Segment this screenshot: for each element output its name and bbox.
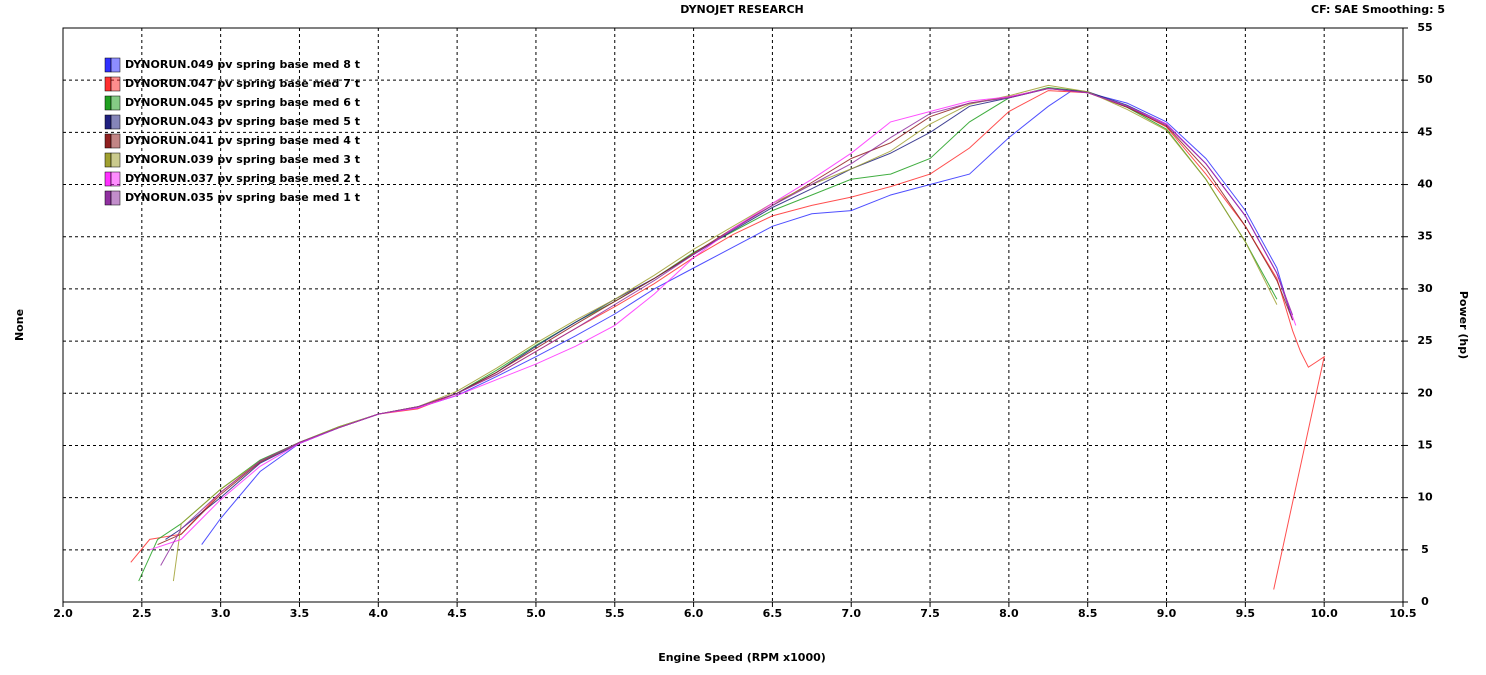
y2-tick-label: 10 bbox=[1417, 491, 1433, 504]
x-tick-label: 6.5 bbox=[763, 607, 783, 620]
x-tick-label: 4.0 bbox=[369, 607, 389, 620]
y2-tick-label: 5 bbox=[1421, 543, 1429, 556]
chart-title: DYNOJET RESEARCH bbox=[680, 3, 803, 16]
chart-subtitle: CF: SAE Smoothing: 5 bbox=[1311, 3, 1445, 16]
legend-swatch bbox=[110, 133, 121, 149]
plot-frame bbox=[62, 27, 1404, 603]
legend-label: DYNORUN.043 pv spring base med 5 t bbox=[125, 115, 360, 128]
legend-swatch bbox=[104, 133, 112, 149]
legend-label: DYNORUN.039 pv spring base med 3 t bbox=[125, 153, 360, 166]
legend-swatch bbox=[104, 190, 112, 206]
legend-swatch bbox=[110, 95, 121, 111]
x-tick-label: 3.0 bbox=[211, 607, 231, 620]
legend-label: DYNORUN.047 pv spring base med 7 t bbox=[125, 77, 360, 90]
legend-swatch bbox=[104, 114, 112, 130]
legend-swatch bbox=[110, 171, 121, 187]
y2-tick-label: 45 bbox=[1417, 125, 1432, 138]
x-tick-label: 3.5 bbox=[290, 607, 310, 620]
legend-swatch bbox=[110, 152, 121, 168]
x-tick-label: 10.0 bbox=[1311, 607, 1338, 620]
x-tick-label: 6.0 bbox=[684, 607, 704, 620]
legend-label: DYNORUN.037 pv spring base med 2 t bbox=[125, 172, 360, 185]
legend-swatch bbox=[104, 95, 112, 111]
y2-tick-label: 40 bbox=[1417, 178, 1433, 191]
y2-tick-label: 30 bbox=[1417, 282, 1433, 295]
legend-label: DYNORUN.049 pv spring base med 8 t bbox=[125, 58, 360, 71]
legend-label: DYNORUN.035 pv spring base med 1 t bbox=[125, 191, 360, 204]
legend-swatch bbox=[110, 190, 121, 206]
y-axis-label: None bbox=[13, 309, 26, 341]
x-tick-label: 9.5 bbox=[1236, 607, 1256, 620]
legend-label: DYNORUN.041 pv spring base med 4 t bbox=[125, 134, 360, 147]
x-tick-label: 7.5 bbox=[920, 607, 940, 620]
legend-swatch bbox=[110, 76, 121, 92]
y2-tick-label: 25 bbox=[1417, 334, 1432, 347]
y2-tick-label: 20 bbox=[1417, 386, 1433, 399]
y2-tick-label: 55 bbox=[1417, 21, 1432, 34]
x-tick-label: 7.0 bbox=[841, 607, 861, 620]
x-tick-label: 9.0 bbox=[1157, 607, 1177, 620]
x-tick-label: 2.5 bbox=[132, 607, 152, 620]
x-tick-label: 5.5 bbox=[605, 607, 625, 620]
legend-swatch bbox=[104, 152, 112, 168]
y2-tick-label: 35 bbox=[1417, 230, 1432, 243]
legend-swatch bbox=[104, 57, 112, 73]
legend-label: DYNORUN.045 pv spring base med 6 t bbox=[125, 96, 360, 109]
y2-tick-label: 50 bbox=[1417, 73, 1433, 86]
x-tick-label: 10.5 bbox=[1389, 607, 1416, 620]
x-tick-label: 2.0 bbox=[53, 607, 73, 620]
y2-axis-label: Power (hp) bbox=[1457, 291, 1470, 359]
legend-swatch bbox=[110, 114, 121, 130]
y2-tick-label: 0 bbox=[1421, 595, 1429, 608]
x-tick-label: 5.0 bbox=[526, 607, 546, 620]
y2-tick-label: 15 bbox=[1417, 438, 1432, 451]
line-series bbox=[201, 90, 1294, 545]
x-tick-label: 8.0 bbox=[999, 607, 1019, 620]
legend-swatch bbox=[110, 57, 121, 73]
legend-swatch bbox=[104, 171, 112, 187]
line-series bbox=[160, 87, 1294, 566]
x-tick-label: 4.5 bbox=[447, 607, 467, 620]
x-tick-label: 8.5 bbox=[1078, 607, 1098, 620]
legend-swatch bbox=[104, 76, 112, 92]
x-axis-label: Engine Speed (RPM x1000) bbox=[658, 651, 826, 664]
